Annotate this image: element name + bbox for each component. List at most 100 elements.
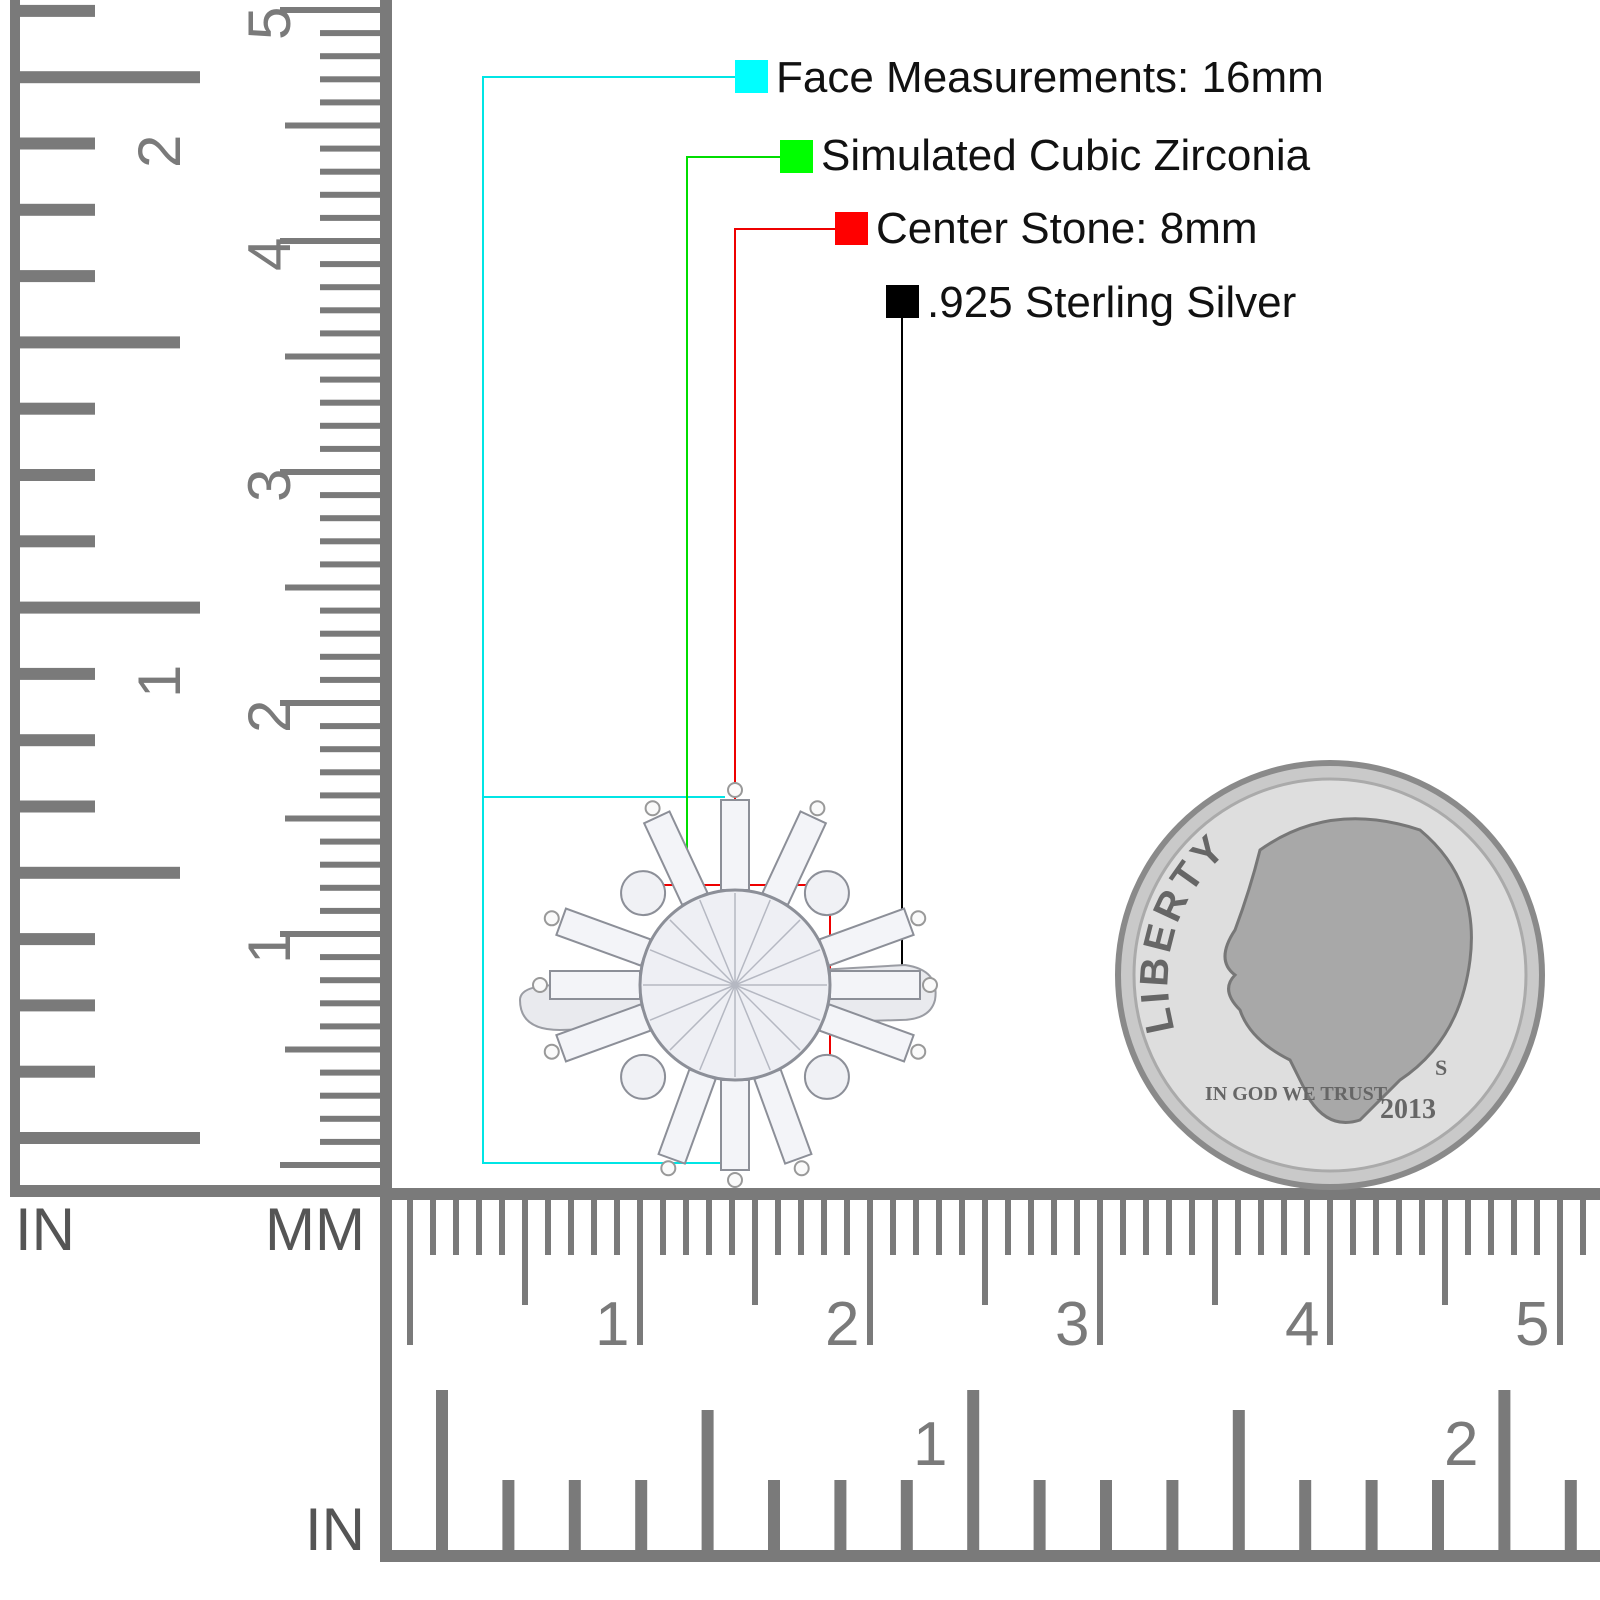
vertical-inch-tick bbox=[20, 601, 200, 614]
accent-round-stone bbox=[620, 1053, 667, 1100]
legend-label-face: Face Measurements: 16mm bbox=[776, 53, 1324, 102]
ruler-unit-mm: MM bbox=[265, 1196, 365, 1263]
baguette-stone bbox=[657, 1068, 717, 1165]
horizontal-mm-label: 1 bbox=[595, 1290, 629, 1359]
vertical-mm-tick bbox=[320, 1138, 380, 1145]
vertical-mm-label: 4 bbox=[236, 238, 303, 271]
horizontal-inch-tick bbox=[701, 1410, 714, 1550]
horizontal-mm-tick bbox=[982, 1200, 988, 1305]
horizontal-mm-tick bbox=[591, 1200, 597, 1255]
horizontal-mm-tick bbox=[1373, 1200, 1379, 1255]
horizontal-mm-tick bbox=[1143, 1200, 1149, 1255]
horizontal-mm-tick bbox=[1488, 1200, 1494, 1255]
baguette-stone bbox=[549, 970, 641, 1000]
vertical-mm-tick bbox=[280, 931, 380, 937]
vertical-inch-tick bbox=[20, 866, 180, 879]
vertical-mm-tick bbox=[320, 746, 380, 753]
stone-facet bbox=[649, 984, 736, 1021]
horizontal-mm-tick bbox=[568, 1200, 574, 1255]
ruler-unit-in-left: IN bbox=[15, 1196, 75, 1263]
vertical-mm-tick bbox=[320, 191, 380, 198]
accent-round-stone bbox=[803, 870, 850, 917]
horizontal-mm-tick bbox=[1534, 1200, 1540, 1255]
horizontal-inch-tick bbox=[502, 1480, 515, 1550]
vertical-mm-tick bbox=[320, 492, 380, 499]
accent-round-stone bbox=[803, 1053, 850, 1100]
prong bbox=[793, 1160, 810, 1177]
horizontal-mm-tick bbox=[1120, 1200, 1126, 1255]
horizontal-inch-tick bbox=[568, 1480, 581, 1550]
horizontal-mm-tick bbox=[1074, 1200, 1080, 1255]
horizontal-mm-tick bbox=[1442, 1200, 1448, 1305]
baguette-stone bbox=[720, 799, 750, 891]
legend-swatch-cz bbox=[780, 140, 813, 173]
horizontal-mm-tick bbox=[959, 1200, 965, 1255]
stone-facet bbox=[734, 984, 821, 1021]
vertical-mm-tick bbox=[280, 238, 380, 244]
vertical-inch-tick bbox=[20, 1132, 200, 1144]
vertical-mm-tick bbox=[320, 99, 380, 106]
vertical-mm-tick bbox=[320, 630, 380, 637]
vertical-mm-tick bbox=[320, 676, 380, 683]
horizontal-mm-tick bbox=[1235, 1200, 1241, 1255]
vertical-mm-tick bbox=[320, 954, 380, 961]
stone-facet bbox=[734, 984, 801, 1051]
vertical-mm-tick bbox=[320, 1023, 380, 1030]
horizontal-mm-tick bbox=[1327, 1200, 1333, 1345]
vertical-mm-tick bbox=[320, 884, 380, 891]
horizontal-inch-tick bbox=[1232, 1410, 1245, 1550]
horizontal-mm-tick bbox=[913, 1200, 919, 1255]
legend-swatch-center bbox=[835, 212, 868, 245]
coin-mint-mark: S bbox=[1435, 1055, 1447, 1080]
vertical-inch-tick bbox=[20, 667, 95, 680]
vertical-mm-tick bbox=[320, 515, 380, 522]
vertical-mm-tick bbox=[285, 353, 380, 360]
horizontal-mm-tick bbox=[798, 1200, 804, 1255]
dime-coin: LIBERTY IN GOD WE TRUST S 2013 bbox=[1115, 760, 1545, 1190]
vertical-mm-tick bbox=[320, 30, 380, 37]
horizontal-mm-tick bbox=[522, 1200, 528, 1305]
horizontal-mm-tick bbox=[1097, 1200, 1103, 1345]
vertical-mm-label: 1 bbox=[236, 931, 303, 964]
horizontal-mm-tick bbox=[1051, 1200, 1057, 1255]
vertical-mm-tick bbox=[320, 307, 380, 314]
horizontal-inch-tick bbox=[1299, 1480, 1312, 1550]
horizontal-mm-tick bbox=[1465, 1200, 1471, 1255]
vertical-mm-label: 3 bbox=[236, 469, 303, 502]
vertical-inch-tick bbox=[20, 469, 95, 481]
baguette-stone bbox=[555, 907, 652, 967]
prong bbox=[660, 1160, 677, 1177]
horizontal-mm-tick bbox=[1511, 1200, 1517, 1255]
horizontal-mm-tick bbox=[637, 1200, 643, 1345]
stone-facet bbox=[734, 949, 821, 986]
vertical-mm-tick bbox=[320, 376, 380, 383]
vertical-mm-tick bbox=[320, 1115, 380, 1122]
baguette-stone bbox=[720, 1079, 750, 1171]
baguette-stone bbox=[829, 970, 921, 1000]
prong bbox=[910, 1043, 927, 1060]
horizontal-inch-tick bbox=[834, 1480, 847, 1550]
horizontal-mm-tick bbox=[1419, 1200, 1425, 1255]
horizontal-mm-tick bbox=[821, 1200, 827, 1255]
vertical-inch-tick bbox=[20, 535, 95, 548]
vertical-mm-tick bbox=[320, 168, 380, 175]
accent-round-stone bbox=[620, 870, 667, 917]
horizontal-ruler-left-edge bbox=[380, 1188, 392, 1560]
horizontal-mm-tick bbox=[752, 1200, 758, 1305]
legend-label-silver: .925 Sterling Silver bbox=[927, 278, 1297, 327]
horizontal-inch-tick bbox=[768, 1480, 780, 1550]
horizontal-mm-label: 2 bbox=[825, 1290, 859, 1359]
horizontal-inch-label: 2 bbox=[1444, 1410, 1478, 1479]
vertical-mm-tick bbox=[320, 399, 380, 406]
prong bbox=[922, 977, 938, 993]
baguette-stone bbox=[818, 907, 915, 967]
vertical-ruler-bottom-edge bbox=[10, 1185, 390, 1197]
vertical-mm-label: 2 bbox=[236, 700, 303, 733]
ruler-unit-in-bottom: IN bbox=[305, 1496, 365, 1563]
vertical-mm-tick bbox=[280, 7, 380, 13]
horizontal-inch-tick bbox=[900, 1480, 913, 1550]
vertical-mm-tick bbox=[320, 607, 380, 614]
horizontal-mm-tick bbox=[775, 1200, 781, 1255]
prong bbox=[644, 800, 661, 817]
